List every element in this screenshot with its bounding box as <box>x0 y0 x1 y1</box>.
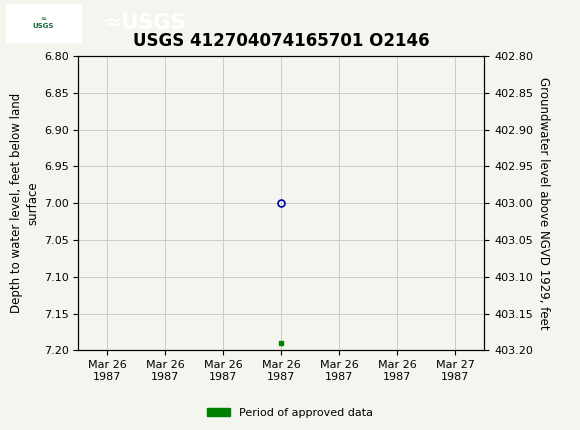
Y-axis label: Groundwater level above NGVD 1929, feet: Groundwater level above NGVD 1929, feet <box>537 77 550 329</box>
Title: USGS 412704074165701 O2146: USGS 412704074165701 O2146 <box>133 32 430 50</box>
Y-axis label: Depth to water level, feet below land
surface: Depth to water level, feet below land su… <box>9 93 39 313</box>
Text: ≈
USGS: ≈ USGS <box>33 16 54 29</box>
Text: ≈USGS: ≈USGS <box>104 12 186 33</box>
Bar <box>6 3 81 42</box>
Legend: Period of approved data: Period of approved data <box>203 403 377 422</box>
